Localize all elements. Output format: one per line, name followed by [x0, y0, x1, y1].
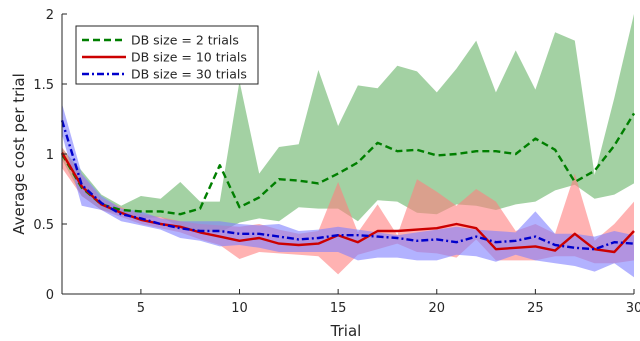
series-1-line [60, 112, 636, 216]
legend-box [75, 25, 259, 85]
x-tick-label: 15 [330, 301, 347, 316]
y-tick-label: 1.5 [33, 78, 54, 93]
x-tick-label: 25 [527, 301, 544, 316]
y-axis-label: Average cost per trial [10, 73, 28, 235]
x-tick-label: 5 [137, 301, 145, 316]
series-lines [60, 112, 636, 254]
y-tick-label: 2 [46, 8, 54, 23]
x-axis-ticks: 5 10 15 20 25 30 [137, 289, 640, 316]
legend-entry-3: DB size = 30 trials [131, 67, 247, 82]
x-axis-label: Trial [330, 322, 362, 340]
y-axis-ticks: 0 0.5 1 1.5 2 [33, 8, 67, 303]
legend-entry-2: DB size = 10 trials [131, 50, 247, 65]
x-tick-label: 30 [626, 301, 640, 316]
series-3-line [60, 120, 635, 251]
x-tick-label: 10 [231, 301, 248, 316]
series-1-band [62, 14, 634, 233]
x-tick-label: 20 [428, 301, 445, 316]
legend: DB size = 2 trials DB size = 10 trials DB … [75, 25, 259, 85]
y-tick-label: 0.5 [33, 218, 54, 233]
y-tick-label: 1 [46, 148, 54, 163]
y-tick-label: 0 [46, 288, 54, 303]
legend-entry-1: DB size = 2 trials [131, 33, 239, 48]
